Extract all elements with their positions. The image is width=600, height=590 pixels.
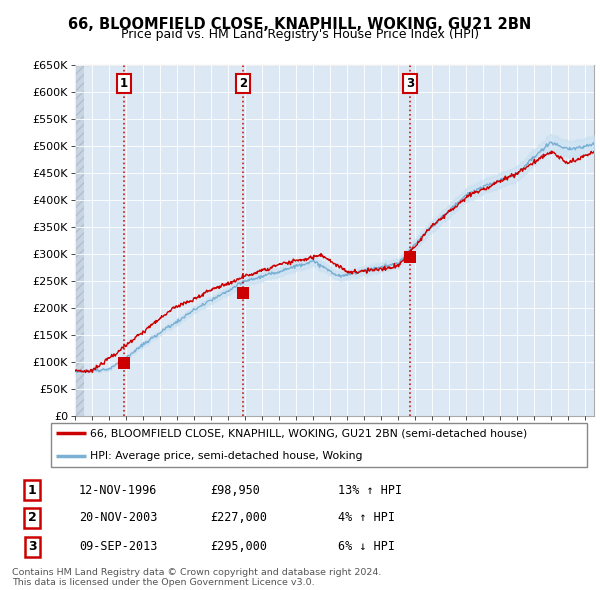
Text: 1: 1 [120,77,128,90]
Text: 66, BLOOMFIELD CLOSE, KNAPHILL, WOKING, GU21 2BN (semi-detached house): 66, BLOOMFIELD CLOSE, KNAPHILL, WOKING, … [91,428,527,438]
Text: £98,950: £98,950 [210,484,260,497]
FancyBboxPatch shape [51,422,587,467]
Text: HPI: Average price, semi-detached house, Woking: HPI: Average price, semi-detached house,… [91,451,363,461]
Text: 6% ↓ HPI: 6% ↓ HPI [338,540,395,553]
Text: 13% ↑ HPI: 13% ↑ HPI [338,484,402,497]
Bar [75,65,83,416]
Text: 12-NOV-1996: 12-NOV-1996 [79,484,157,497]
Text: 1: 1 [28,484,37,497]
Text: 3: 3 [406,77,414,90]
Text: 20-NOV-2003: 20-NOV-2003 [79,511,157,525]
Text: 3: 3 [28,540,37,553]
Text: 66, BLOOMFIELD CLOSE, KNAPHILL, WOKING, GU21 2BN: 66, BLOOMFIELD CLOSE, KNAPHILL, WOKING, … [68,17,532,31]
Text: £295,000: £295,000 [210,540,267,553]
Text: Contains HM Land Registry data © Crown copyright and database right 2024.
This d: Contains HM Land Registry data © Crown c… [12,568,382,587]
Text: 2: 2 [239,77,248,90]
Text: 4% ↑ HPI: 4% ↑ HPI [338,511,395,525]
Text: 2: 2 [28,511,37,525]
Text: £227,000: £227,000 [210,511,267,525]
Text: 09-SEP-2013: 09-SEP-2013 [79,540,157,553]
Text: Price paid vs. HM Land Registry's House Price Index (HPI): Price paid vs. HM Land Registry's House … [121,28,479,41]
